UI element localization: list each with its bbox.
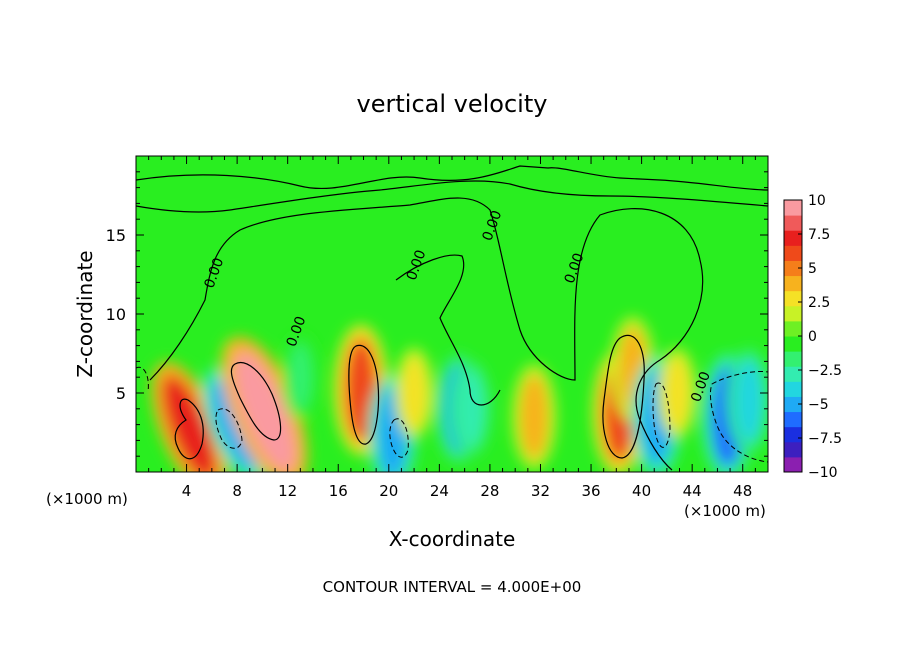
x-unit-right: (×1000 m) [684, 502, 766, 520]
contour-pos-center [348, 344, 380, 445]
y-axis: 5 10 15 [106, 171, 768, 457]
field-feature-core [664, 357, 689, 429]
colorbar-swatch [784, 351, 802, 367]
colorbar-swatch [784, 336, 802, 352]
colorbar-tick-label: −2.5 [808, 363, 842, 379]
x-tick-label: 36 [581, 482, 600, 500]
x-tick-label: 32 [531, 482, 550, 500]
colorbar-tick-label: 0 [808, 329, 817, 345]
contour-lines-negative [136, 366, 768, 463]
colorbar-swatch [784, 260, 802, 277]
contour-zero-upper [136, 165, 768, 191]
colorbar-swatch [784, 320, 802, 337]
colorbar-tick-label: 5 [808, 261, 817, 277]
x-tick-label: 8 [232, 482, 242, 500]
colorbar-swatch [784, 245, 802, 261]
field-feature-core [458, 370, 484, 447]
x-axis-label: X-coordinate [389, 527, 516, 551]
colorbar-swatch [784, 396, 802, 413]
contour-pos-left-blob [174, 398, 204, 460]
contour-neg-blue-2 [389, 418, 409, 458]
x-tick-label: 20 [379, 482, 398, 500]
field-feature-core [344, 337, 378, 442]
contour-neg-blue-1 [215, 408, 243, 449]
colorbar-tick-label: −7.5 [808, 431, 842, 447]
x-tick-label: 28 [480, 482, 499, 500]
colorbar-swatch [784, 305, 802, 322]
contour-pos-right [602, 334, 645, 459]
x-tick-label: 4 [182, 482, 192, 500]
colorbar-swatch [784, 290, 802, 307]
colorbar-swatch [784, 411, 802, 428]
field-feature-core [162, 375, 216, 472]
x-unit-left: (×1000 m) [46, 490, 128, 508]
colorbar-swatch [784, 275, 802, 292]
y-tick-label: 5 [116, 384, 126, 403]
colorbar-swatch [784, 381, 802, 397]
x-tick-label: 40 [632, 482, 651, 500]
x-tick-label: 16 [329, 482, 348, 500]
field-feature-core [520, 374, 548, 459]
contour-neg-blue-4 [709, 371, 768, 463]
x-axis: 4 8 12 16 20 24 28 32 36 40 44 48 [148, 156, 756, 500]
colorbar-tick-label: 2.5 [808, 295, 830, 311]
x-tick-label: 48 [733, 482, 752, 500]
contour-zero-main [149, 197, 704, 471]
contour-interval-note: CONTOUR INTERVAL = 4.000E+00 [323, 578, 582, 596]
field-feature-core [402, 357, 427, 429]
contour-pos-ridge [230, 362, 282, 441]
x-tick-label: 24 [430, 482, 449, 500]
contour-neg-blue-3 [652, 382, 671, 448]
colorbar-tick-label: 7.5 [808, 227, 830, 243]
plot-area: 0.000.000.000.000.000.00 [135, 155, 769, 473]
colorbar-tick-label: −5 [808, 397, 829, 413]
velocity-field [151, 316, 768, 472]
contour-lines [136, 165, 768, 471]
colorbar-swatch [784, 230, 802, 246]
field-feature-core [234, 352, 296, 472]
colorbar-swatch [784, 366, 802, 382]
colorbar-tick-label: 10 [808, 193, 826, 209]
chart-title: vertical velocity [357, 90, 548, 118]
colorbar-swatch [784, 215, 802, 231]
contour-zero-mid [395, 254, 501, 406]
y-tick-label: 10 [106, 305, 126, 324]
y-axis-label: Z-coordinate [73, 250, 97, 377]
x-tick-label: 12 [278, 482, 297, 500]
contour-zero-top [136, 180, 768, 213]
colorbar: 10 7.5 5 2.5 0 −2.5 −5 −7.5 −10 [783, 193, 842, 481]
y-tick-label: 15 [106, 226, 126, 245]
colorbar-tick-label: −10 [808, 465, 838, 481]
colorbar-swatch [784, 200, 802, 216]
field-feature-core [288, 343, 312, 412]
field-feature-core [735, 358, 763, 443]
colorbar-swatch [784, 441, 802, 458]
colorbar-swatch [784, 456, 802, 473]
contour-neg-left-edge [136, 366, 149, 393]
x-tick-label: 44 [683, 482, 702, 500]
colorbar-swatch [784, 426, 802, 443]
